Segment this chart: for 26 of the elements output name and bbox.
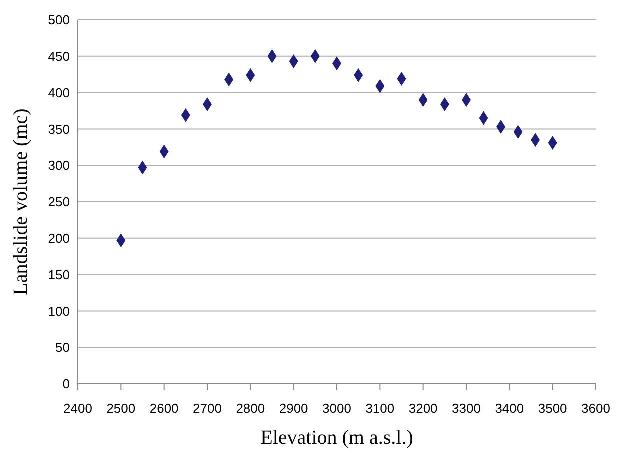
x-tick-label: 3100 <box>366 401 395 416</box>
x-tick-label: 3300 <box>452 401 481 416</box>
y-tick-label: 200 <box>48 231 70 246</box>
x-tick-label: 3400 <box>495 401 524 416</box>
x-tick-label: 2500 <box>106 401 136 416</box>
y-tick-label: 450 <box>48 49 70 64</box>
x-tick-label: 2700 <box>193 401 222 416</box>
y-tick-label: 300 <box>48 158 70 174</box>
x-tick-label: 2600 <box>150 401 179 416</box>
x-tick-label: 3600 <box>582 401 610 416</box>
y-tick-label: 350 <box>48 122 70 137</box>
y-tick-label: 500 <box>48 12 70 28</box>
y-tick-label: 400 <box>48 85 70 100</box>
y-tick-label: 50 <box>56 340 70 356</box>
y-tick-label: 250 <box>48 194 70 210</box>
x-tick-label: 3000 <box>322 401 352 416</box>
y-tick-label: 100 <box>48 304 70 319</box>
x-tick-label: 3200 <box>408 401 438 416</box>
x-tick-label: 2800 <box>236 401 266 416</box>
x-tick-label: 3500 <box>538 401 568 416</box>
x-tick-label: 2900 <box>279 401 308 416</box>
y-axis-title: Landslide volume (mc) <box>10 108 32 296</box>
x-axis-title: Elevation (m a.s.l.) <box>260 427 414 449</box>
x-tick-label: 2400 <box>64 401 92 416</box>
y-tick-label: 0 <box>62 376 70 392</box>
y-tick-label: 150 <box>48 267 70 282</box>
